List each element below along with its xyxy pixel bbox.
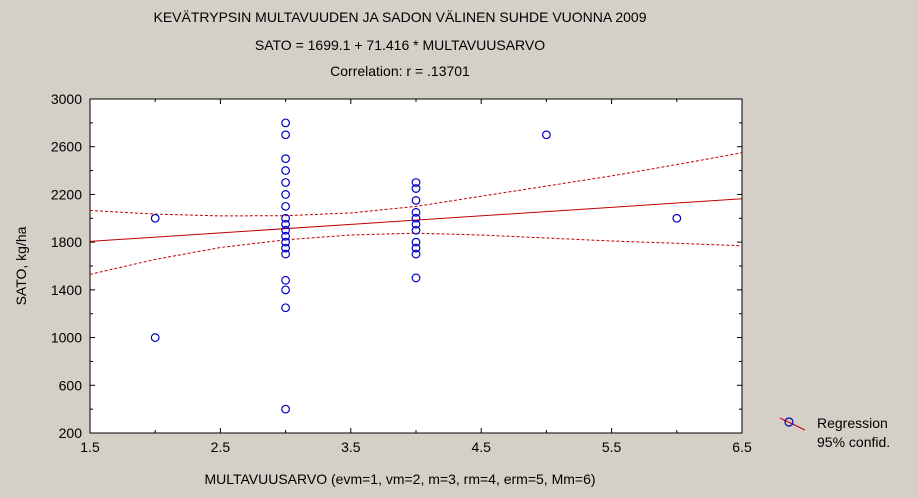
y-tick-label: 600 [59, 377, 83, 393]
x-tick-label: 6.5 [732, 439, 752, 455]
data-point [281, 201, 291, 211]
data-point [411, 207, 421, 217]
data-point [411, 178, 421, 187]
data-point [150, 213, 160, 223]
y-tick-label: 2600 [51, 139, 82, 155]
data-point [281, 231, 291, 241]
legend-label-regression: Regression [817, 415, 888, 431]
legend-item-confidence: 95% confid. [775, 433, 890, 452]
y-tick-label: 1000 [51, 330, 82, 346]
data-point [281, 237, 291, 247]
data-point [281, 285, 291, 295]
x-tick-label: 4.5 [471, 439, 491, 455]
data-point [281, 166, 291, 175]
y-tick-label: 1400 [51, 282, 82, 298]
confidence-lower-line [89, 232, 743, 275]
data-point [411, 225, 421, 235]
data-point [411, 273, 421, 283]
x-tick-label: 1.5 [80, 439, 100, 455]
legend-item-regression: Regression [775, 414, 890, 433]
data-point [411, 184, 421, 193]
x-axis-label: MULTAVUUSARVO (evm=1, vm=2, m=3, rm=4, e… [204, 471, 595, 487]
data-point [150, 333, 160, 342]
data-point [281, 213, 291, 223]
y-tick-label: 3000 [51, 91, 82, 107]
regression-legend-icon [779, 417, 806, 431]
data-point [411, 237, 421, 247]
y-axis-label: SATO, kg/ha [13, 226, 29, 305]
x-tick-label: 3.5 [341, 439, 361, 455]
y-tick-label: 1800 [51, 234, 82, 250]
plot-area [89, 98, 743, 434]
data-point [411, 243, 421, 253]
x-tick-label: 5.5 [602, 439, 622, 455]
data-point [281, 130, 291, 140]
chart-subtitle-equation: SATO = 1699.1 + 71.416 * MULTAVUUSARVO [254, 37, 546, 53]
data-point [281, 178, 291, 187]
axis-ticks: 1.5 2.5 3.5 4.5 5.5 6.5 200 600 1000 1400 1800 2200… [51, 91, 752, 455]
y-tick-label: 2200 [51, 186, 82, 202]
data-point [281, 190, 291, 199]
data-point [411, 219, 421, 229]
chart-title: KEVÄTRYPSIN MULTAVUUDEN JA SADON VÄLINEN… [153, 9, 647, 25]
x-tick-label: 2.5 [211, 439, 231, 455]
confidence-upper-line [89, 152, 743, 217]
data-point [281, 154, 291, 164]
data-point [411, 195, 421, 205]
data-point [672, 213, 682, 223]
data-point [411, 213, 421, 223]
data-point [281, 404, 291, 414]
y-tick-label: 200 [59, 425, 83, 441]
data-points [150, 118, 682, 414]
data-point [411, 249, 421, 259]
data-point [281, 219, 291, 229]
data-point [281, 275, 291, 285]
data-point [281, 249, 291, 259]
data-point [542, 130, 551, 140]
chart-correlation: Correlation: r = .13701 [330, 63, 470, 79]
chart-legend: Regression 95% confid. [775, 414, 890, 452]
data-point [281, 118, 291, 128]
data-point [281, 303, 291, 313]
data-point [281, 225, 291, 235]
data-point [281, 243, 291, 253]
legend-label-confidence: 95% confid. [817, 434, 891, 450]
